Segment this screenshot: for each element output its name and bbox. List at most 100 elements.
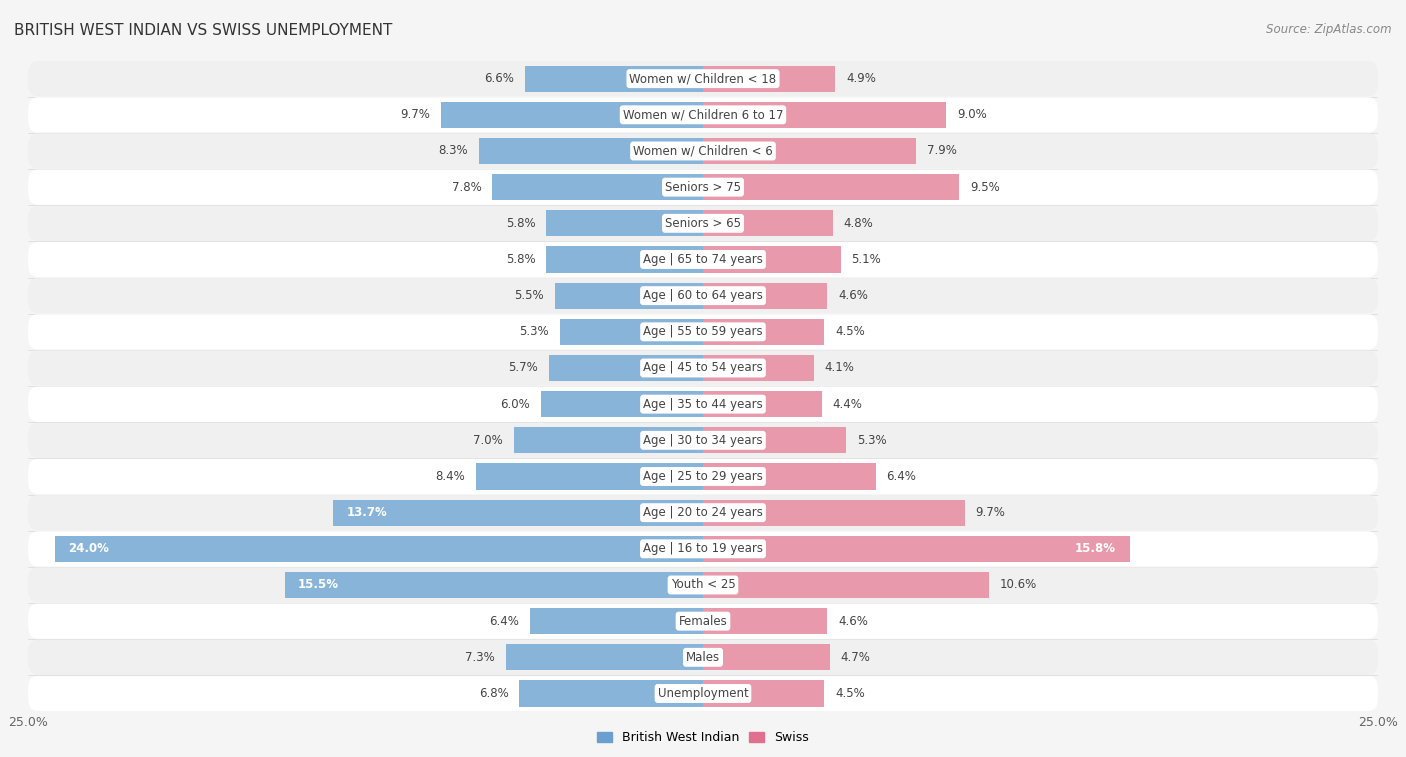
Text: 9.0%: 9.0% — [956, 108, 987, 121]
Bar — [703, 608, 827, 634]
Text: 4.6%: 4.6% — [838, 615, 868, 628]
Text: 4.9%: 4.9% — [846, 72, 876, 85]
Text: 4.7%: 4.7% — [841, 651, 870, 664]
FancyBboxPatch shape — [28, 568, 1378, 603]
Bar — [703, 138, 917, 164]
Bar — [703, 644, 830, 671]
Bar — [547, 247, 703, 273]
Bar — [703, 391, 821, 417]
FancyBboxPatch shape — [28, 640, 1378, 675]
Text: 6.6%: 6.6% — [484, 72, 515, 85]
Bar — [703, 681, 824, 706]
Text: 5.8%: 5.8% — [506, 253, 536, 266]
Text: 13.7%: 13.7% — [347, 506, 388, 519]
Text: 7.8%: 7.8% — [451, 181, 482, 194]
FancyBboxPatch shape — [28, 531, 1378, 566]
Bar — [703, 101, 946, 128]
Text: Females: Females — [679, 615, 727, 628]
Text: 6.4%: 6.4% — [489, 615, 519, 628]
Text: BRITISH WEST INDIAN VS SWISS UNEMPLOYMENT: BRITISH WEST INDIAN VS SWISS UNEMPLOYMEN… — [14, 23, 392, 38]
Bar — [703, 210, 832, 236]
FancyBboxPatch shape — [28, 387, 1378, 422]
Text: Age | 30 to 34 years: Age | 30 to 34 years — [643, 434, 763, 447]
Text: Seniors > 65: Seniors > 65 — [665, 217, 741, 230]
Text: Women w/ Children < 6: Women w/ Children < 6 — [633, 145, 773, 157]
Text: 5.3%: 5.3% — [519, 326, 550, 338]
Text: 10.6%: 10.6% — [1000, 578, 1038, 591]
Text: Seniors > 75: Seniors > 75 — [665, 181, 741, 194]
Text: 7.9%: 7.9% — [927, 145, 957, 157]
Text: Males: Males — [686, 651, 720, 664]
Text: 9.7%: 9.7% — [976, 506, 1005, 519]
Text: 9.7%: 9.7% — [401, 108, 430, 121]
Bar — [541, 391, 703, 417]
FancyBboxPatch shape — [28, 422, 1378, 458]
Bar — [519, 681, 703, 706]
Text: Age | 20 to 24 years: Age | 20 to 24 years — [643, 506, 763, 519]
Text: 7.0%: 7.0% — [474, 434, 503, 447]
Text: 4.1%: 4.1% — [824, 362, 855, 375]
Bar — [703, 536, 1129, 562]
Bar — [441, 101, 703, 128]
FancyBboxPatch shape — [28, 676, 1378, 711]
Bar — [479, 138, 703, 164]
Bar — [524, 66, 703, 92]
Legend: British West Indian, Swiss: British West Indian, Swiss — [598, 731, 808, 744]
Text: Youth < 25: Youth < 25 — [671, 578, 735, 591]
Bar — [703, 427, 846, 453]
Bar — [703, 355, 814, 381]
Text: 5.5%: 5.5% — [515, 289, 544, 302]
FancyBboxPatch shape — [28, 278, 1378, 313]
Text: 5.7%: 5.7% — [509, 362, 538, 375]
Text: 5.8%: 5.8% — [506, 217, 536, 230]
Bar — [703, 463, 876, 490]
Text: 4.5%: 4.5% — [835, 687, 865, 700]
Text: 5.1%: 5.1% — [852, 253, 882, 266]
Text: 7.3%: 7.3% — [465, 651, 495, 664]
Text: Age | 45 to 54 years: Age | 45 to 54 years — [643, 362, 763, 375]
Text: Age | 16 to 19 years: Age | 16 to 19 years — [643, 542, 763, 556]
FancyBboxPatch shape — [28, 314, 1378, 350]
Text: 8.3%: 8.3% — [439, 145, 468, 157]
FancyBboxPatch shape — [28, 206, 1378, 241]
FancyBboxPatch shape — [28, 133, 1378, 169]
Bar — [703, 66, 835, 92]
Text: 15.5%: 15.5% — [298, 578, 339, 591]
Bar — [703, 572, 990, 598]
Text: 15.8%: 15.8% — [1076, 542, 1116, 556]
Bar — [703, 319, 824, 345]
FancyBboxPatch shape — [28, 61, 1378, 96]
Bar — [333, 500, 703, 525]
Text: Unemployment: Unemployment — [658, 687, 748, 700]
Text: 6.8%: 6.8% — [479, 687, 509, 700]
FancyBboxPatch shape — [28, 170, 1378, 204]
FancyBboxPatch shape — [28, 495, 1378, 530]
Bar — [550, 355, 703, 381]
Bar — [530, 608, 703, 634]
Text: 4.6%: 4.6% — [838, 289, 868, 302]
Text: 4.5%: 4.5% — [835, 326, 865, 338]
Bar — [703, 174, 959, 200]
Bar — [703, 500, 965, 525]
Bar — [547, 210, 703, 236]
Text: 6.4%: 6.4% — [887, 470, 917, 483]
Text: 6.0%: 6.0% — [501, 397, 530, 410]
Bar — [515, 427, 703, 453]
Text: 4.8%: 4.8% — [844, 217, 873, 230]
Text: 24.0%: 24.0% — [69, 542, 110, 556]
Text: Source: ZipAtlas.com: Source: ZipAtlas.com — [1267, 23, 1392, 36]
Text: 9.5%: 9.5% — [970, 181, 1000, 194]
Text: Age | 60 to 64 years: Age | 60 to 64 years — [643, 289, 763, 302]
FancyBboxPatch shape — [28, 459, 1378, 494]
Text: Women w/ Children < 18: Women w/ Children < 18 — [630, 72, 776, 85]
Bar — [554, 282, 703, 309]
Bar — [55, 536, 703, 562]
Bar — [284, 572, 703, 598]
Bar — [506, 644, 703, 671]
Bar — [477, 463, 703, 490]
Bar — [560, 319, 703, 345]
Text: Age | 55 to 59 years: Age | 55 to 59 years — [643, 326, 763, 338]
Bar — [703, 247, 841, 273]
Text: Age | 65 to 74 years: Age | 65 to 74 years — [643, 253, 763, 266]
Text: Women w/ Children 6 to 17: Women w/ Children 6 to 17 — [623, 108, 783, 121]
